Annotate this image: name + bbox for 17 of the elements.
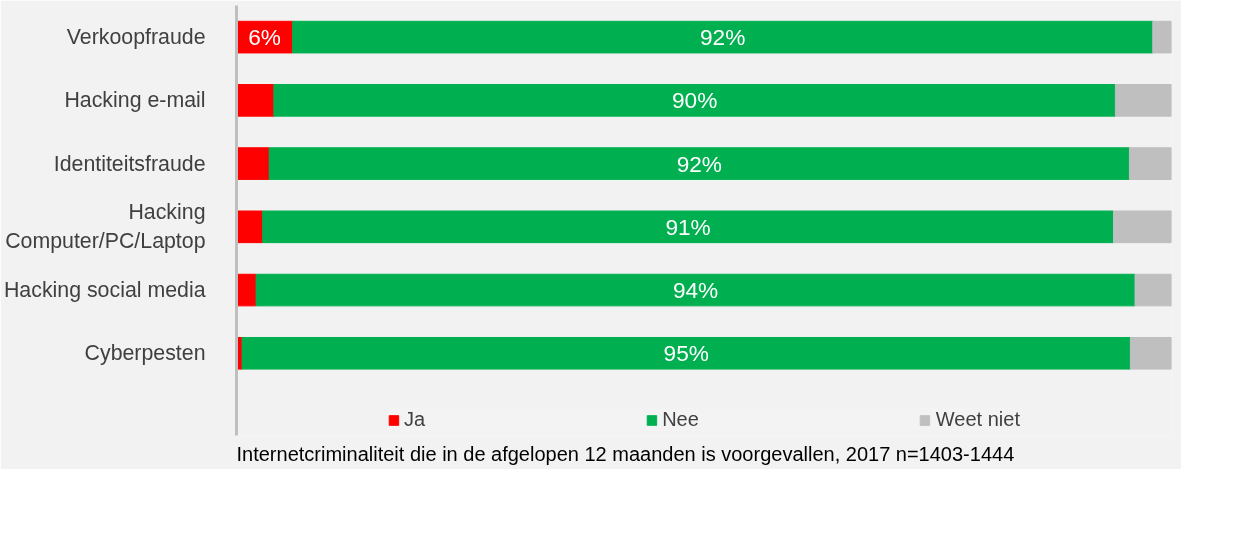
legend-label: Weet niet <box>935 408 1020 431</box>
y-tick-label: Hacking e-mail <box>64 88 206 113</box>
data-label: 92% <box>700 24 746 51</box>
data-label: 90% <box>671 87 718 114</box>
data-label: 6% <box>248 24 281 51</box>
legend-label: Nee <box>662 408 699 431</box>
y-tick-label: Identiteitsfraude <box>53 151 206 176</box>
y-tick-label: Cyberpesten <box>84 341 206 366</box>
y-tick-label: Verkoopfraude <box>66 25 206 50</box>
data-label: 91% <box>665 213 711 240</box>
data-label: 95% <box>663 340 709 367</box>
data-label: 92% <box>676 150 723 177</box>
data-label: 94% <box>672 277 719 304</box>
y-tick-label: Hacking social media <box>3 278 206 303</box>
legend-label: Ja <box>404 408 426 431</box>
y-tick-label: Hacking Computer/PC/Laptop <box>5 200 206 254</box>
text: Internetcriminaliteit die in de afgelopen 12 maanden is voorgevallen, 2017 n=1403-1444 <box>236 442 1015 465</box>
